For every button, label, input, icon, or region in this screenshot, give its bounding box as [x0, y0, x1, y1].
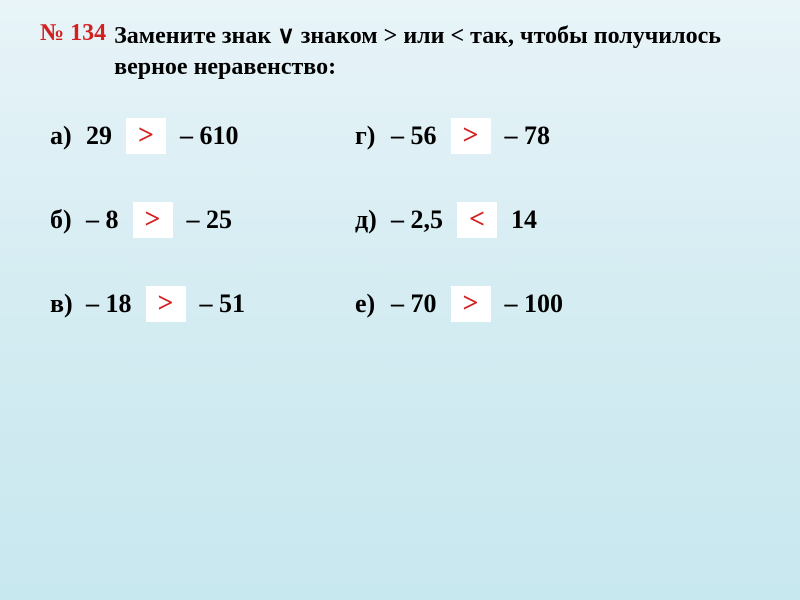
answer-box: > — [126, 118, 166, 154]
answer-value: > — [463, 120, 479, 152]
left-value: – 56 — [391, 121, 437, 151]
left-value: – 8 — [86, 205, 119, 235]
answer-value: > — [138, 120, 154, 152]
right-value: – 51 — [200, 289, 246, 319]
right-value: 14 — [511, 205, 537, 235]
answer-box: < — [457, 202, 497, 238]
problem-label: д) — [355, 205, 391, 235]
right-value: – 78 — [505, 121, 551, 151]
answer-value: < — [469, 204, 485, 236]
answer-box: > — [451, 286, 491, 322]
problem-label: е) — [355, 289, 391, 319]
left-column: а) 29 > – 610 б) – 8 > – 25 в) – 18 > – … — [50, 118, 245, 322]
left-value: – 2,5 — [391, 205, 443, 235]
right-value: – 25 — [187, 205, 233, 235]
or-symbol: ∨ — [277, 22, 295, 49]
answer-value: > — [145, 204, 161, 236]
problem-label: г) — [355, 121, 391, 151]
problem-label: б) — [50, 205, 86, 235]
left-value: – 70 — [391, 289, 437, 319]
problem-number: № 134 — [40, 20, 106, 47]
answer-box: > — [451, 118, 491, 154]
problems-container: а) 29 > – 610 б) – 8 > – 25 в) – 18 > – … — [40, 118, 760, 322]
problem-b: б) – 8 > – 25 — [50, 202, 245, 238]
problem-g: г) – 56 > – 78 — [355, 118, 563, 154]
right-value: – 610 — [180, 121, 239, 151]
answer-box: > — [146, 286, 186, 322]
problem-label: а) — [50, 121, 86, 151]
problem-e: е) – 70 > – 100 — [355, 286, 563, 322]
answer-box: > — [133, 202, 173, 238]
header: № 134 Замените знак ∨ знаком > или < так… — [40, 20, 760, 83]
problem-a: а) 29 > – 610 — [50, 118, 245, 154]
left-value: – 18 — [86, 289, 132, 319]
problem-label: в) — [50, 289, 86, 319]
right-value: – 100 — [505, 289, 564, 319]
instruction-text: Замените знак ∨ знаком > или < так, чтоб… — [114, 20, 760, 83]
answer-value: > — [158, 288, 174, 320]
problem-v: в) – 18 > – 51 — [50, 286, 245, 322]
answer-value: > — [463, 288, 479, 320]
right-column: г) – 56 > – 78 д) – 2,5 < 14 е) – 70 > –… — [355, 118, 563, 322]
instruction-part1: Замените знак — [114, 23, 277, 49]
left-value: 29 — [86, 121, 112, 151]
problem-d: д) – 2,5 < 14 — [355, 202, 563, 238]
